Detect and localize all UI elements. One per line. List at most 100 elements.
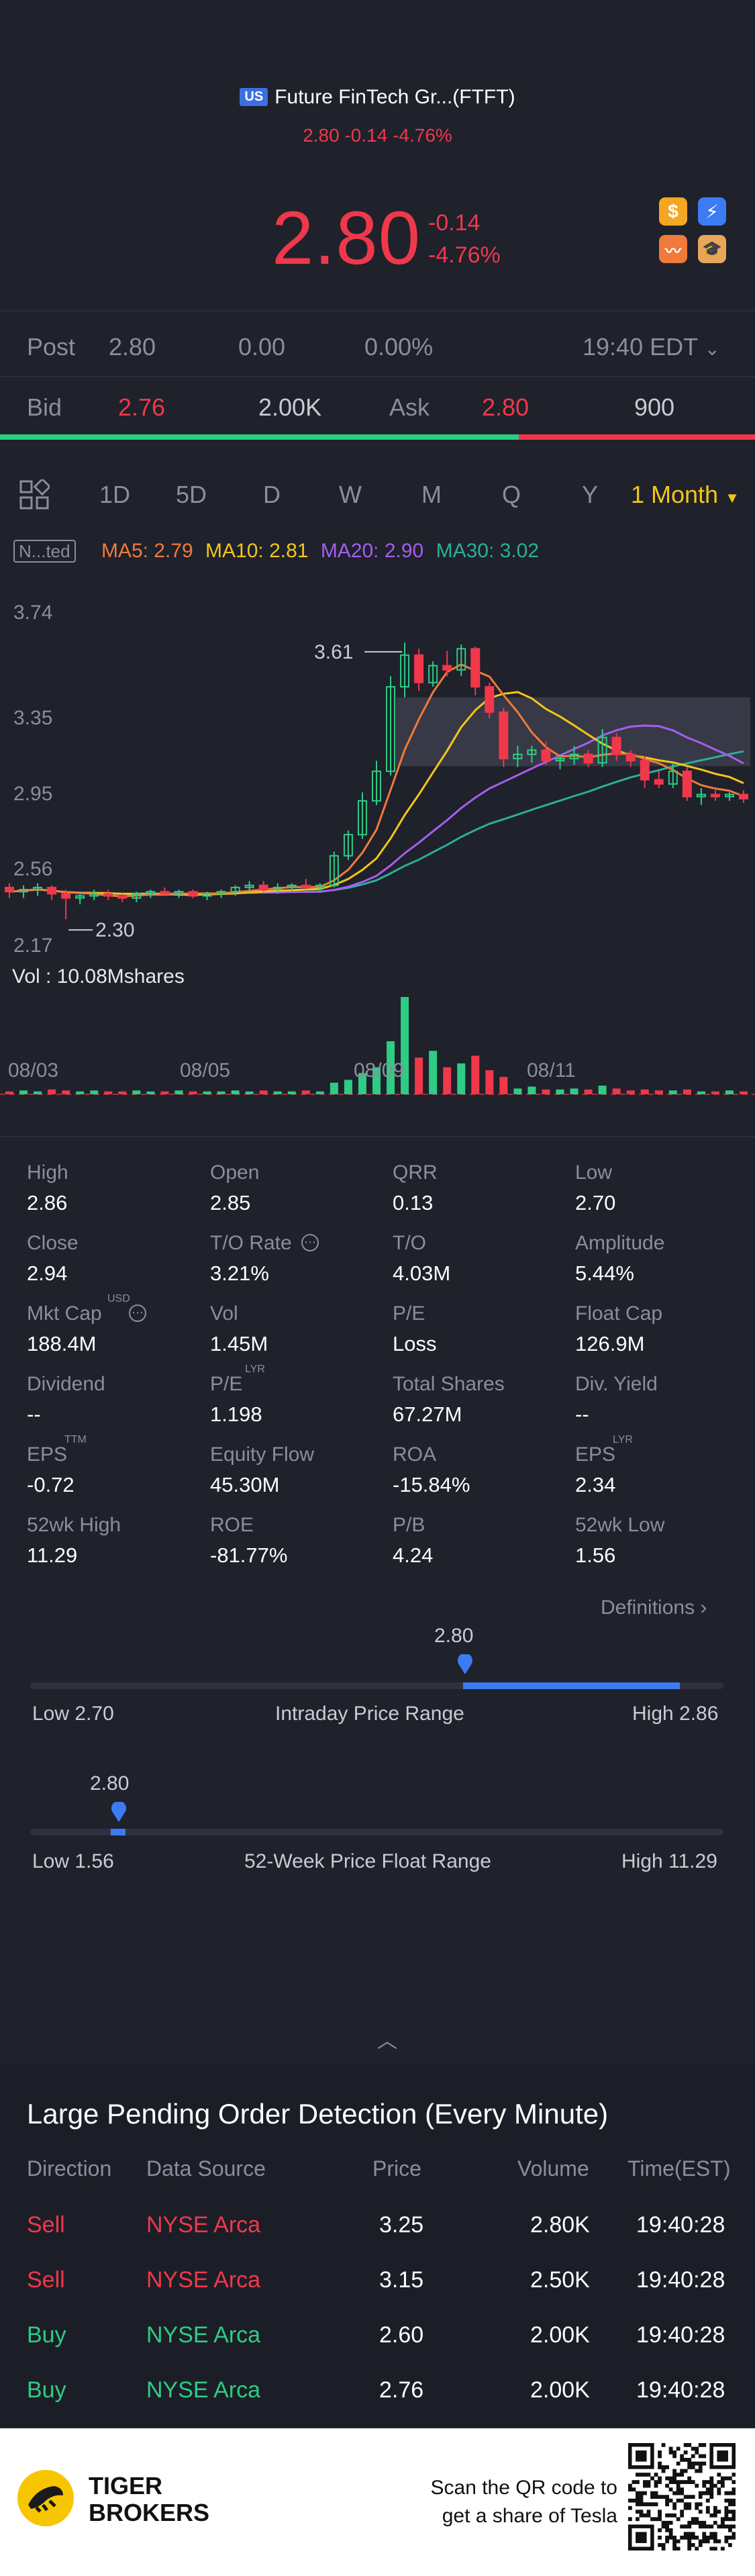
dollar-icon[interactable]: $ xyxy=(659,197,687,226)
candle-body xyxy=(428,665,438,683)
indicator-toggle[interactable]: N...ted xyxy=(13,540,76,563)
qr-module xyxy=(646,2473,651,2477)
pending-cell-src: NYSE Arca xyxy=(146,2267,261,2293)
stat-label: P/B xyxy=(393,1514,425,1536)
stat-value: -0.72 xyxy=(27,1473,74,1496)
qr-code[interactable] xyxy=(628,2443,736,2550)
volume-bar xyxy=(217,1091,225,1094)
pending-cell-time: 19:40:28 xyxy=(636,2377,725,2403)
volume-bar xyxy=(401,997,409,1094)
stat-superscript: LYR xyxy=(245,1364,265,1375)
qr-module xyxy=(672,2502,677,2507)
ask-price: 2.80 xyxy=(482,393,530,421)
qr-module xyxy=(680,2524,685,2529)
ma-legend: N...ted MA5: 2.79 MA10: 2.81 MA20: 2.90 … xyxy=(13,540,539,563)
price-change: -0.14 -4.76% xyxy=(428,207,501,271)
stat-label: P/E xyxy=(393,1302,425,1325)
week52-marker-pin-icon xyxy=(110,1801,128,1827)
qr-module xyxy=(732,2473,736,2477)
qr-module xyxy=(672,2491,677,2495)
tab-1d[interactable]: 1D xyxy=(99,481,131,508)
qr-module xyxy=(650,2495,654,2499)
qr-module xyxy=(698,2491,703,2495)
intraday-high: High 2.86 xyxy=(632,1703,719,1725)
stat-superscript: TTM xyxy=(64,1434,87,1445)
brand-line2: BROKERS xyxy=(89,2499,210,2526)
candle-body xyxy=(103,893,113,897)
qr-module xyxy=(683,2532,688,2536)
graduation-icon[interactable]: 🎓 xyxy=(698,235,726,263)
volume-bar xyxy=(415,1057,423,1094)
candle-body xyxy=(739,794,748,800)
tab-m[interactable]: M xyxy=(421,481,442,508)
volume-bar xyxy=(203,1091,211,1094)
stat-label: T/O xyxy=(393,1232,426,1254)
pending-cell-price: 2.60 xyxy=(379,2322,424,2348)
candle-body xyxy=(244,884,254,888)
tab-d[interactable]: D xyxy=(263,481,281,508)
stat-value: 2.85 xyxy=(210,1191,251,1214)
ask-label: Ask xyxy=(389,393,430,421)
candlestick-chart[interactable]: 3.61 2.30 xyxy=(0,591,755,1114)
qr-module xyxy=(687,2532,692,2536)
qr-module xyxy=(661,2524,666,2529)
qr-module xyxy=(691,2532,695,2536)
qr-module xyxy=(687,2461,692,2466)
pending-cell-src: NYSE Arca xyxy=(146,2212,261,2238)
qr-module xyxy=(702,2483,707,2488)
qr-module xyxy=(698,2469,703,2473)
qr-module xyxy=(691,2446,695,2451)
tab-w[interactable]: W xyxy=(339,481,362,508)
tab-y[interactable]: Y xyxy=(582,481,599,508)
qr-module xyxy=(672,2506,677,2510)
volume-bar xyxy=(626,1090,635,1094)
volume-bar xyxy=(740,1091,748,1094)
info-icon[interactable]: ⋯ xyxy=(301,1234,319,1251)
qr-module xyxy=(628,2498,632,2503)
stat-label: Vol xyxy=(210,1302,238,1325)
qr-module xyxy=(709,2480,714,2484)
chevron-up-icon[interactable]: ︿ xyxy=(377,2030,397,2052)
y-tick: 3.74 xyxy=(13,602,53,624)
candle-body xyxy=(216,891,226,895)
qr-module xyxy=(695,2446,699,2451)
definitions-link[interactable]: Definitions › xyxy=(601,1596,707,1619)
qr-module xyxy=(643,2491,647,2495)
candle-body xyxy=(47,886,57,895)
qr-module xyxy=(732,2480,736,2484)
candle-body xyxy=(287,884,297,888)
qr-module xyxy=(687,2495,692,2499)
chart-icon[interactable]: 〰 xyxy=(659,235,687,263)
volume-bar xyxy=(598,1086,607,1094)
qr-module xyxy=(698,2495,703,2499)
qr-module xyxy=(727,2517,732,2522)
qr-module xyxy=(724,2491,729,2495)
tab-1-month[interactable]: 1 Month ▼ xyxy=(631,481,740,509)
qr-module xyxy=(672,2546,677,2550)
post-time[interactable]: 19:40 EDT ⌄ xyxy=(583,333,720,361)
qr-module xyxy=(643,2513,647,2518)
qr-module xyxy=(668,2446,673,2451)
bid-label: Bid xyxy=(27,393,62,421)
lightning-icon[interactable]: ⚡ xyxy=(698,197,726,226)
qr-module xyxy=(636,2517,640,2522)
candle-body xyxy=(19,889,29,893)
stat-superscript: LYR xyxy=(613,1434,633,1445)
pending-cell-time: 19:40:28 xyxy=(636,2212,725,2238)
qr-module xyxy=(687,2506,692,2510)
grid-icon[interactable] xyxy=(19,477,52,510)
qr-module xyxy=(717,2524,721,2529)
qr-module xyxy=(717,2491,721,2495)
qr-module xyxy=(709,2513,714,2518)
qr-module xyxy=(724,2524,729,2529)
tab-q[interactable]: Q xyxy=(502,481,521,508)
qr-module xyxy=(702,2461,707,2466)
volume-bar xyxy=(499,1077,508,1094)
info-icon[interactable]: ⋯ xyxy=(129,1304,146,1322)
ask-size: 900 xyxy=(634,393,675,421)
pending-cell-time: 19:40:28 xyxy=(636,2322,725,2348)
qr-module xyxy=(665,2535,669,2540)
tab-5d[interactable]: 5D xyxy=(176,481,207,508)
candle-body xyxy=(724,794,734,798)
qr-module xyxy=(732,2517,736,2522)
